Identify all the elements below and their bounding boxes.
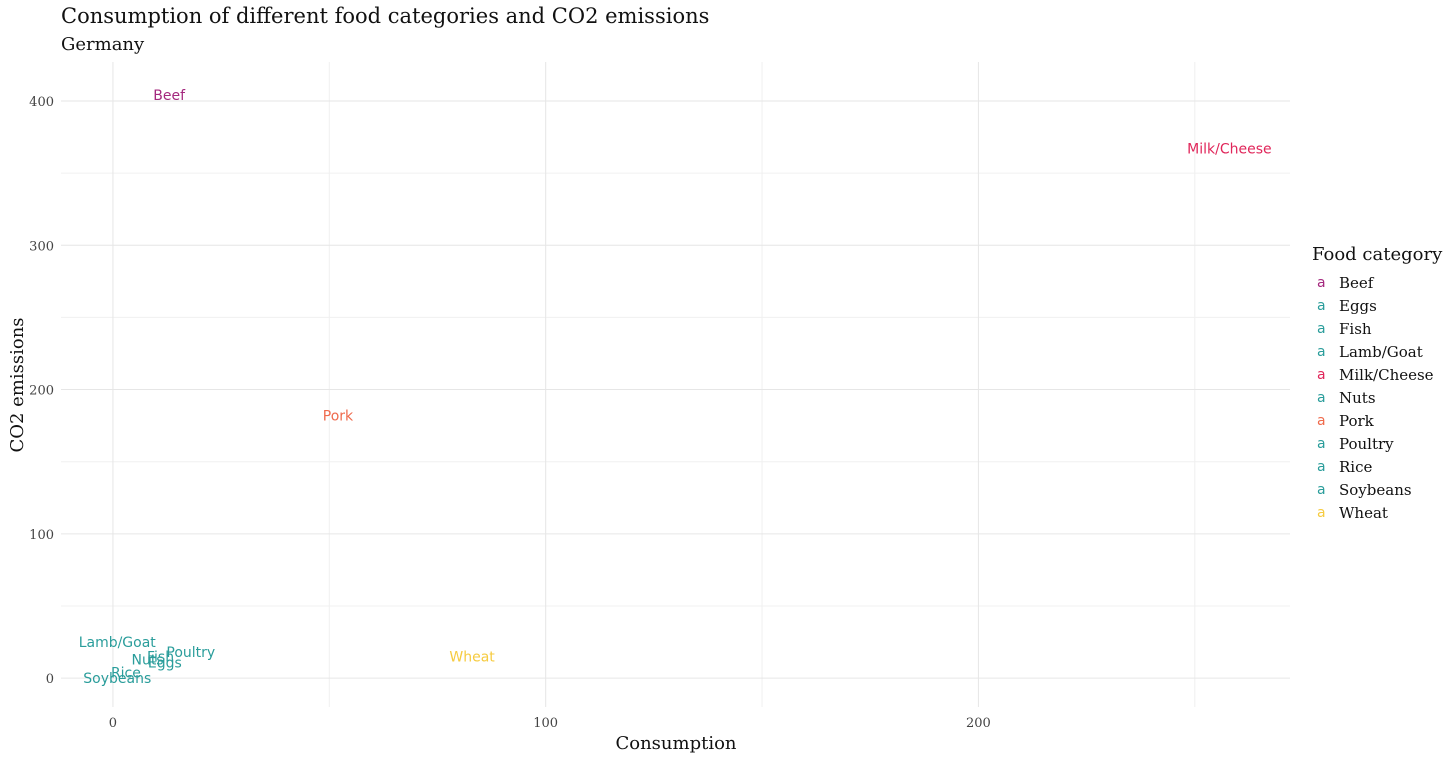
legend-label: Eggs: [1339, 296, 1377, 315]
y-tick-label: 100: [29, 528, 54, 543]
legend-item: a Lamb/Goat: [1312, 340, 1442, 363]
y-tick-label: 300: [29, 239, 54, 254]
legend-key: a: [1317, 320, 1326, 337]
point-label-pork: Pork: [323, 409, 354, 425]
x-tick-label: 0: [109, 716, 117, 731]
legend-key: a: [1317, 458, 1326, 475]
legend-title: Food category: [1312, 244, 1443, 265]
legend-key: a: [1317, 412, 1326, 429]
legend-label: Poultry: [1339, 434, 1394, 453]
point-label-eggs: Eggs: [148, 655, 182, 671]
y-tick-label: 0: [46, 672, 54, 687]
legend-label: Rice: [1339, 457, 1373, 476]
legend-label: Wheat: [1339, 503, 1388, 522]
legend-items: a Beef a Eggs a Fish a Lamb/Goat a Milk/Cheese a Nu…: [1312, 271, 1442, 524]
legend-key: a: [1317, 343, 1326, 360]
legend-key: a: [1317, 274, 1326, 291]
legend-item: a Fish: [1312, 317, 1442, 340]
legend-item: a Pork: [1312, 409, 1442, 432]
legend-item: a Beef: [1312, 271, 1442, 294]
legend-label: Soybeans: [1339, 480, 1412, 499]
legend-label: Lamb/Goat: [1339, 342, 1423, 361]
legend-item: a Wheat: [1312, 501, 1442, 524]
legend-item: a Milk/Cheese: [1312, 363, 1442, 386]
legend-label: Nuts: [1339, 388, 1376, 407]
legend-item: a Soybeans: [1312, 478, 1442, 501]
point-label-soybeans: Soybeans: [83, 671, 151, 687]
x-tick-label: 100: [533, 716, 558, 731]
legend: Food category a Beef a Eggs a Fish a Lamb/Goat a…: [1312, 244, 1442, 524]
x-axis-title: Consumption: [615, 733, 736, 754]
point-label-nuts: Nuts: [131, 652, 163, 668]
legend-key: a: [1317, 504, 1326, 521]
point-label-lamb-goat: Lamb/Goat: [79, 635, 157, 651]
point-label-wheat: Wheat: [449, 649, 495, 665]
legend-item: a Poultry: [1312, 432, 1442, 455]
point-label-poultry: Poultry: [166, 645, 215, 661]
point-label-milk-cheese: Milk/Cheese: [1187, 142, 1271, 158]
legend-item: a Eggs: [1312, 294, 1442, 317]
y-tick-label: 200: [29, 384, 54, 399]
legend-label: Beef: [1339, 273, 1374, 292]
legend-key: a: [1317, 481, 1326, 498]
legend-label: Pork: [1339, 411, 1374, 430]
legend-key: a: [1317, 389, 1326, 406]
legend-key: a: [1317, 435, 1326, 452]
legend-label: Fish: [1339, 319, 1372, 338]
legend-key: a: [1317, 366, 1326, 383]
point-label-fish: Fish: [147, 649, 174, 665]
chart-subtitle: Germany: [61, 34, 145, 55]
legend-label: Milk/Cheese: [1339, 365, 1434, 384]
point-label-rice: Rice: [111, 665, 141, 681]
legend-item: a Rice: [1312, 455, 1442, 478]
y-tick-label: 400: [29, 95, 54, 110]
x-tick-label: 200: [966, 716, 991, 731]
point-label-beef: Beef: [153, 88, 186, 104]
legend-key: a: [1317, 297, 1326, 314]
legend-item: a Nuts: [1312, 386, 1442, 409]
y-axis-title: CO2 emissions: [7, 317, 28, 452]
chart-title: Consumption of different food categories…: [61, 4, 710, 28]
